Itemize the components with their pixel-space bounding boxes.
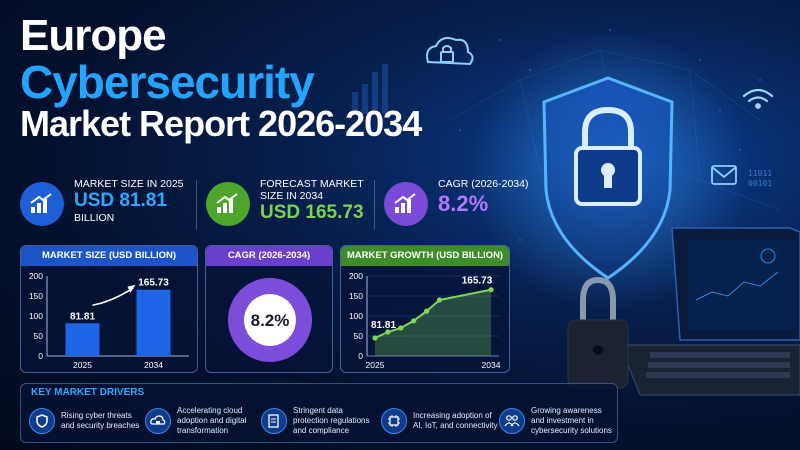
driver-item: Increasing adoption of AI, IoT, and conn… — [381, 401, 499, 441]
kpi-value: 8.2% — [438, 191, 489, 216]
bar — [65, 323, 100, 356]
driver-item: Rising cyber threats and security breach… — [29, 401, 147, 441]
cagr-panel: CAGR (2026-2034) 8.2% — [205, 245, 333, 373]
kpi-label: MARKET SIZE IN 2025 — [74, 178, 184, 190]
bar-chart-up-icon — [384, 182, 428, 226]
donut-center-label: 8.2% — [251, 311, 290, 330]
kpi-cagr: CAGR (2026-2034) 8.2% — [384, 178, 528, 234]
y-tick-label: 0 — [358, 351, 363, 361]
drivers-heading: KEY MARKET DRIVERS — [31, 387, 145, 398]
area-fill — [375, 289, 491, 356]
shield-icon — [29, 408, 55, 434]
svg-text:00101: 00101 — [748, 179, 772, 188]
donut-center — [244, 294, 296, 346]
data-point — [423, 308, 430, 314]
kpi-value: USD 81.81 — [74, 190, 167, 211]
y-tick-label: 50 — [34, 331, 44, 341]
y-tick-label: 150 — [29, 291, 43, 301]
key-market-drivers: KEY MARKET DRIVERS Rising cyber threats … — [20, 383, 618, 443]
x-tick-label: 2034 — [482, 360, 501, 370]
panel-title: MARKET GROWTH (USD BILLION) — [341, 246, 509, 266]
market-growth-panel: MARKET GROWTH (USD BILLION) 0 50 100 150 200… — [340, 245, 510, 373]
start-value-label: 81.81 — [371, 320, 396, 331]
driver-text: Increasing adoption of AI, IoT, and conn… — [413, 411, 498, 430]
market-size-bar-chart: 0 50 100 150 200 81.81 2025 165.73 2034 — [29, 271, 189, 370]
bar-chart-up-icon — [206, 182, 250, 226]
driver-item: Accelerating cloud adoption and digital … — [145, 401, 263, 441]
bar-value-label: 81.81 — [70, 311, 95, 322]
driver-text: Accelerating cloud adoption and digital … — [177, 406, 247, 435]
chip-icon — [381, 408, 407, 434]
cloud-lock-icon — [145, 408, 171, 434]
driver-item: Growing awareness and investment in cybe… — [499, 401, 617, 441]
panel-title: CAGR (2026-2034) — [206, 246, 332, 266]
data-point — [436, 297, 443, 303]
x-tick-label: 2025 — [73, 360, 92, 370]
panel-title: MARKET SIZE (USD BILLION) — [21, 246, 197, 266]
kpi-market-size: MARKET SIZE IN 2025 USD 81.81 BILLION — [20, 178, 184, 234]
x-tick-label: 2034 — [144, 360, 163, 370]
cagr-donut-chart: 8.2% — [228, 278, 312, 362]
driver-item: Stringent data protection regulations an… — [261, 401, 379, 441]
data-point — [385, 329, 391, 335]
end-value-label: 165.73 — [462, 276, 493, 287]
kpi-divider — [374, 180, 375, 230]
donut-ring — [228, 278, 312, 362]
growth-arrow — [92, 287, 134, 307]
y-tick-label: 150 — [349, 291, 363, 301]
data-point — [372, 335, 378, 341]
driver-text: Rising cyber threats and security breach… — [61, 411, 140, 430]
title-line-1: Europe — [20, 11, 167, 60]
y-tick-label: 50 — [354, 331, 364, 341]
driver-text: Growing awareness and investment in cybe… — [531, 406, 612, 435]
people-icon — [499, 408, 525, 434]
data-point — [398, 325, 404, 331]
kpi-unit: BILLION — [74, 212, 115, 224]
y-tick-label: 200 — [349, 271, 363, 281]
x-tick-label: 2025 — [366, 360, 385, 370]
kpi-label: CAGR (2026-2034) — [438, 178, 529, 190]
report-title: Europe Cybersecurity Market Report 2026-… — [20, 11, 422, 144]
bar-value-label: 165.73 — [138, 278, 169, 289]
bar — [136, 289, 171, 356]
kpi-value: USD 165.73 — [260, 202, 364, 223]
market-growth-line-chart: 0 50 100 150 200 81.81 165.73 2025 2034 — [349, 271, 501, 370]
title-line-3: Market Report 2026-2034 — [20, 102, 422, 144]
y-tick-label: 100 — [29, 311, 43, 321]
kpi-forecast: FORECAST MARKET SIZE IN 2034 USD 165.73 — [206, 178, 372, 234]
market-size-panel: MARKET SIZE (USD BILLION) 0 50 100 150 200 81… — [20, 245, 198, 373]
y-tick-label: 100 — [349, 311, 363, 321]
arrow-head — [127, 284, 136, 293]
kpi-divider — [196, 180, 197, 230]
document-check-icon — [261, 408, 287, 434]
y-tick-label: 0 — [38, 351, 43, 361]
data-point — [411, 318, 417, 324]
driver-text: Stringent data protection regulations an… — [293, 406, 370, 435]
bar-chart-up-icon — [20, 182, 64, 226]
y-tick-label: 200 — [29, 271, 43, 281]
data-point — [488, 287, 494, 293]
kpi-label: FORECAST MARKET SIZE IN 2034 — [260, 178, 364, 202]
title-line-2: Cybersecurity — [20, 55, 315, 108]
svg-text:11011: 11011 — [748, 169, 772, 178]
